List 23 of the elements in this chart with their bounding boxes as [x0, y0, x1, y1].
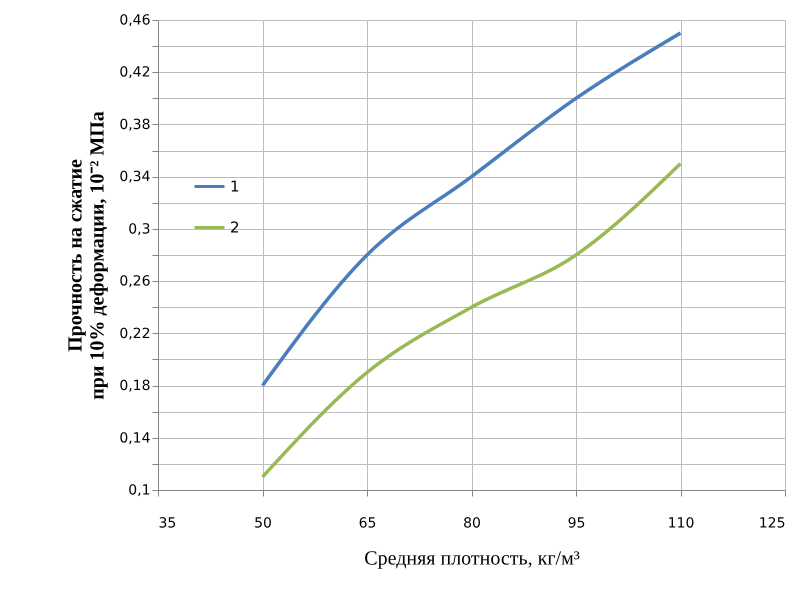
y-tick-label: 0,1 [128, 482, 150, 498]
y-tick-label: 0,18 [119, 378, 150, 394]
y-tick-label: 0,26 [119, 274, 151, 290]
line-series [260, 31, 682, 388]
legend-label: 1 [230, 178, 240, 196]
y-tick-label: 0,42 [119, 64, 150, 81]
legend-label: 2 [230, 218, 240, 236]
y-tick-label: 0,38 [119, 116, 150, 133]
y-tick-label: 0,3 [128, 221, 150, 238]
y-tick-label: 0,22 [119, 326, 150, 342]
x-tick-label: 50 [254, 516, 272, 532]
x-tick-label: 125 [758, 516, 786, 532]
x-tick-label: 80 [463, 516, 481, 532]
y-axis-title: Прочность на сжатие при 10% деформации, 10⁻² МПа [64, 111, 108, 400]
line-series [260, 162, 682, 479]
x-tick-label: 35 [158, 516, 176, 532]
x-tick-label: 95 [568, 516, 586, 532]
y-tick-label: 0,46 [119, 12, 151, 28]
x-axis-title: Средняя плотность, кг/м³ [364, 548, 580, 570]
x-tick-label: 65 [358, 516, 376, 532]
x-tick-label: 110 [668, 516, 694, 532]
y-tick-label: 0,14 [119, 430, 151, 446]
y-tick-label: 0,34 [119, 169, 151, 186]
